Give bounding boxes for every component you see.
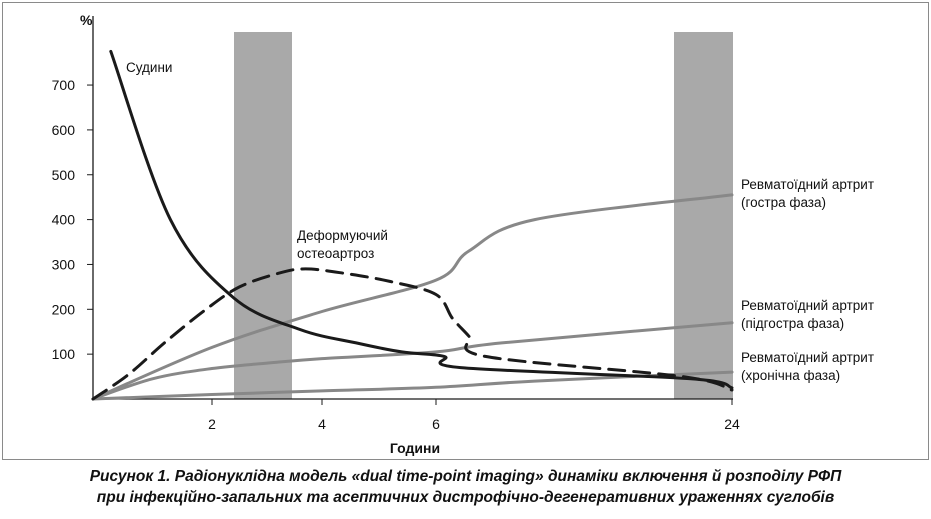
series-ra-subacute-label: Ревматоїдний артрит (підгостра фаза) [741, 298, 874, 331]
series-osteoarthrosis-label: Деформуючий остеоартроз [297, 228, 388, 261]
series-ra-acute-label: Ревматоїдний артрит (гостра фаза) [741, 177, 874, 210]
y-tick-label-500: 500 [52, 167, 76, 183]
series-ra-chronic-label: Ревматоїдний артрит (хронічна фаза) [741, 350, 874, 383]
y-axis-label: % [80, 12, 93, 28]
series-ra-subacute-line [91, 321, 734, 401]
x-tick-label-24: 24 [724, 416, 740, 432]
y-tick-label-400: 400 [52, 212, 76, 228]
x-tick-label-2: 2 [208, 416, 216, 432]
series-ra-chronic-line [91, 370, 734, 401]
series-vessels-line [109, 49, 734, 390]
series-vessels-label: Судини [126, 60, 172, 75]
x-tick-label-6: 6 [432, 416, 440, 432]
series-osteoarthrosis-line [91, 267, 734, 401]
series-ra-acute-line [91, 193, 734, 401]
y-tick-label-300: 300 [52, 256, 76, 272]
chart-frame [2, 2, 929, 460]
x-tick-label-4: 4 [318, 416, 326, 432]
x-axis-label: Години [390, 440, 440, 456]
y-tick-label-700: 700 [52, 77, 76, 93]
figure-caption: Рисунок 1. Радіонуклідна модель «dual ti… [0, 466, 931, 508]
y-tick-label-600: 600 [52, 122, 76, 138]
caption-line-2: при інфекційно-запальних та асептичних д… [96, 489, 835, 506]
caption-line-1: Рисунок 1. Радіонуклідна модель «dual ti… [89, 468, 842, 485]
shaded-band-1 [234, 32, 292, 399]
y-tick-label-200: 200 [52, 301, 76, 317]
y-tick-label-100: 100 [52, 346, 76, 362]
shaded-band-2 [674, 32, 733, 399]
